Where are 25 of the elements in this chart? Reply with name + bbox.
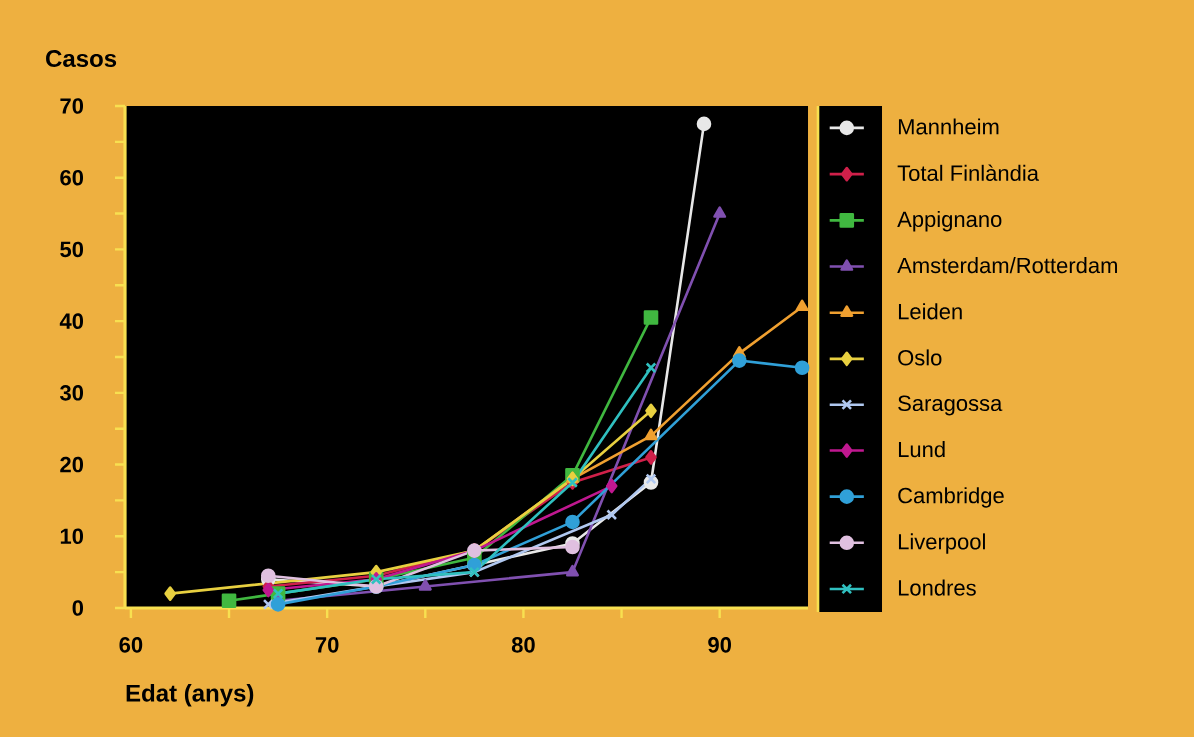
y-tick-label: 0: [72, 600, 84, 616]
legend-label: Londres: [898, 579, 976, 596]
legend-label: Mannheim: [898, 118, 999, 135]
x-tick-label: 90: [708, 637, 732, 653]
legend-label: Oslo: [898, 349, 942, 366]
y-tick-label: 70: [60, 98, 84, 114]
x-tick-label: 70: [315, 637, 339, 653]
x-tick-label: 80: [511, 637, 535, 653]
legend-label: Total Finlàndia: [897, 164, 1039, 181]
y-tick-label: 20: [60, 456, 84, 473]
y-axis-title: Casos: [46, 50, 117, 68]
legend-label: Cambridge: [898, 487, 1004, 508]
x-axis-title: Edat (anys): [126, 684, 254, 707]
legend-label: Appignano: [897, 210, 1002, 232]
x-tick-label: 60: [119, 637, 143, 653]
legend-label: Leiden: [898, 303, 962, 320]
legend-label: Lund: [898, 441, 945, 458]
y-tick-label: 30: [59, 385, 84, 401]
legend-label: Liverpool: [898, 533, 985, 554]
y-tick-label: 10: [60, 528, 84, 545]
y-tick-label: 50: [60, 241, 84, 258]
y-tick-label: 60: [60, 169, 84, 186]
y-tick-label: 40: [59, 313, 84, 329]
legend-label: Amsterdam/Rotterdam: [897, 257, 1117, 274]
legend-label: Saragossa: [898, 395, 1003, 416]
